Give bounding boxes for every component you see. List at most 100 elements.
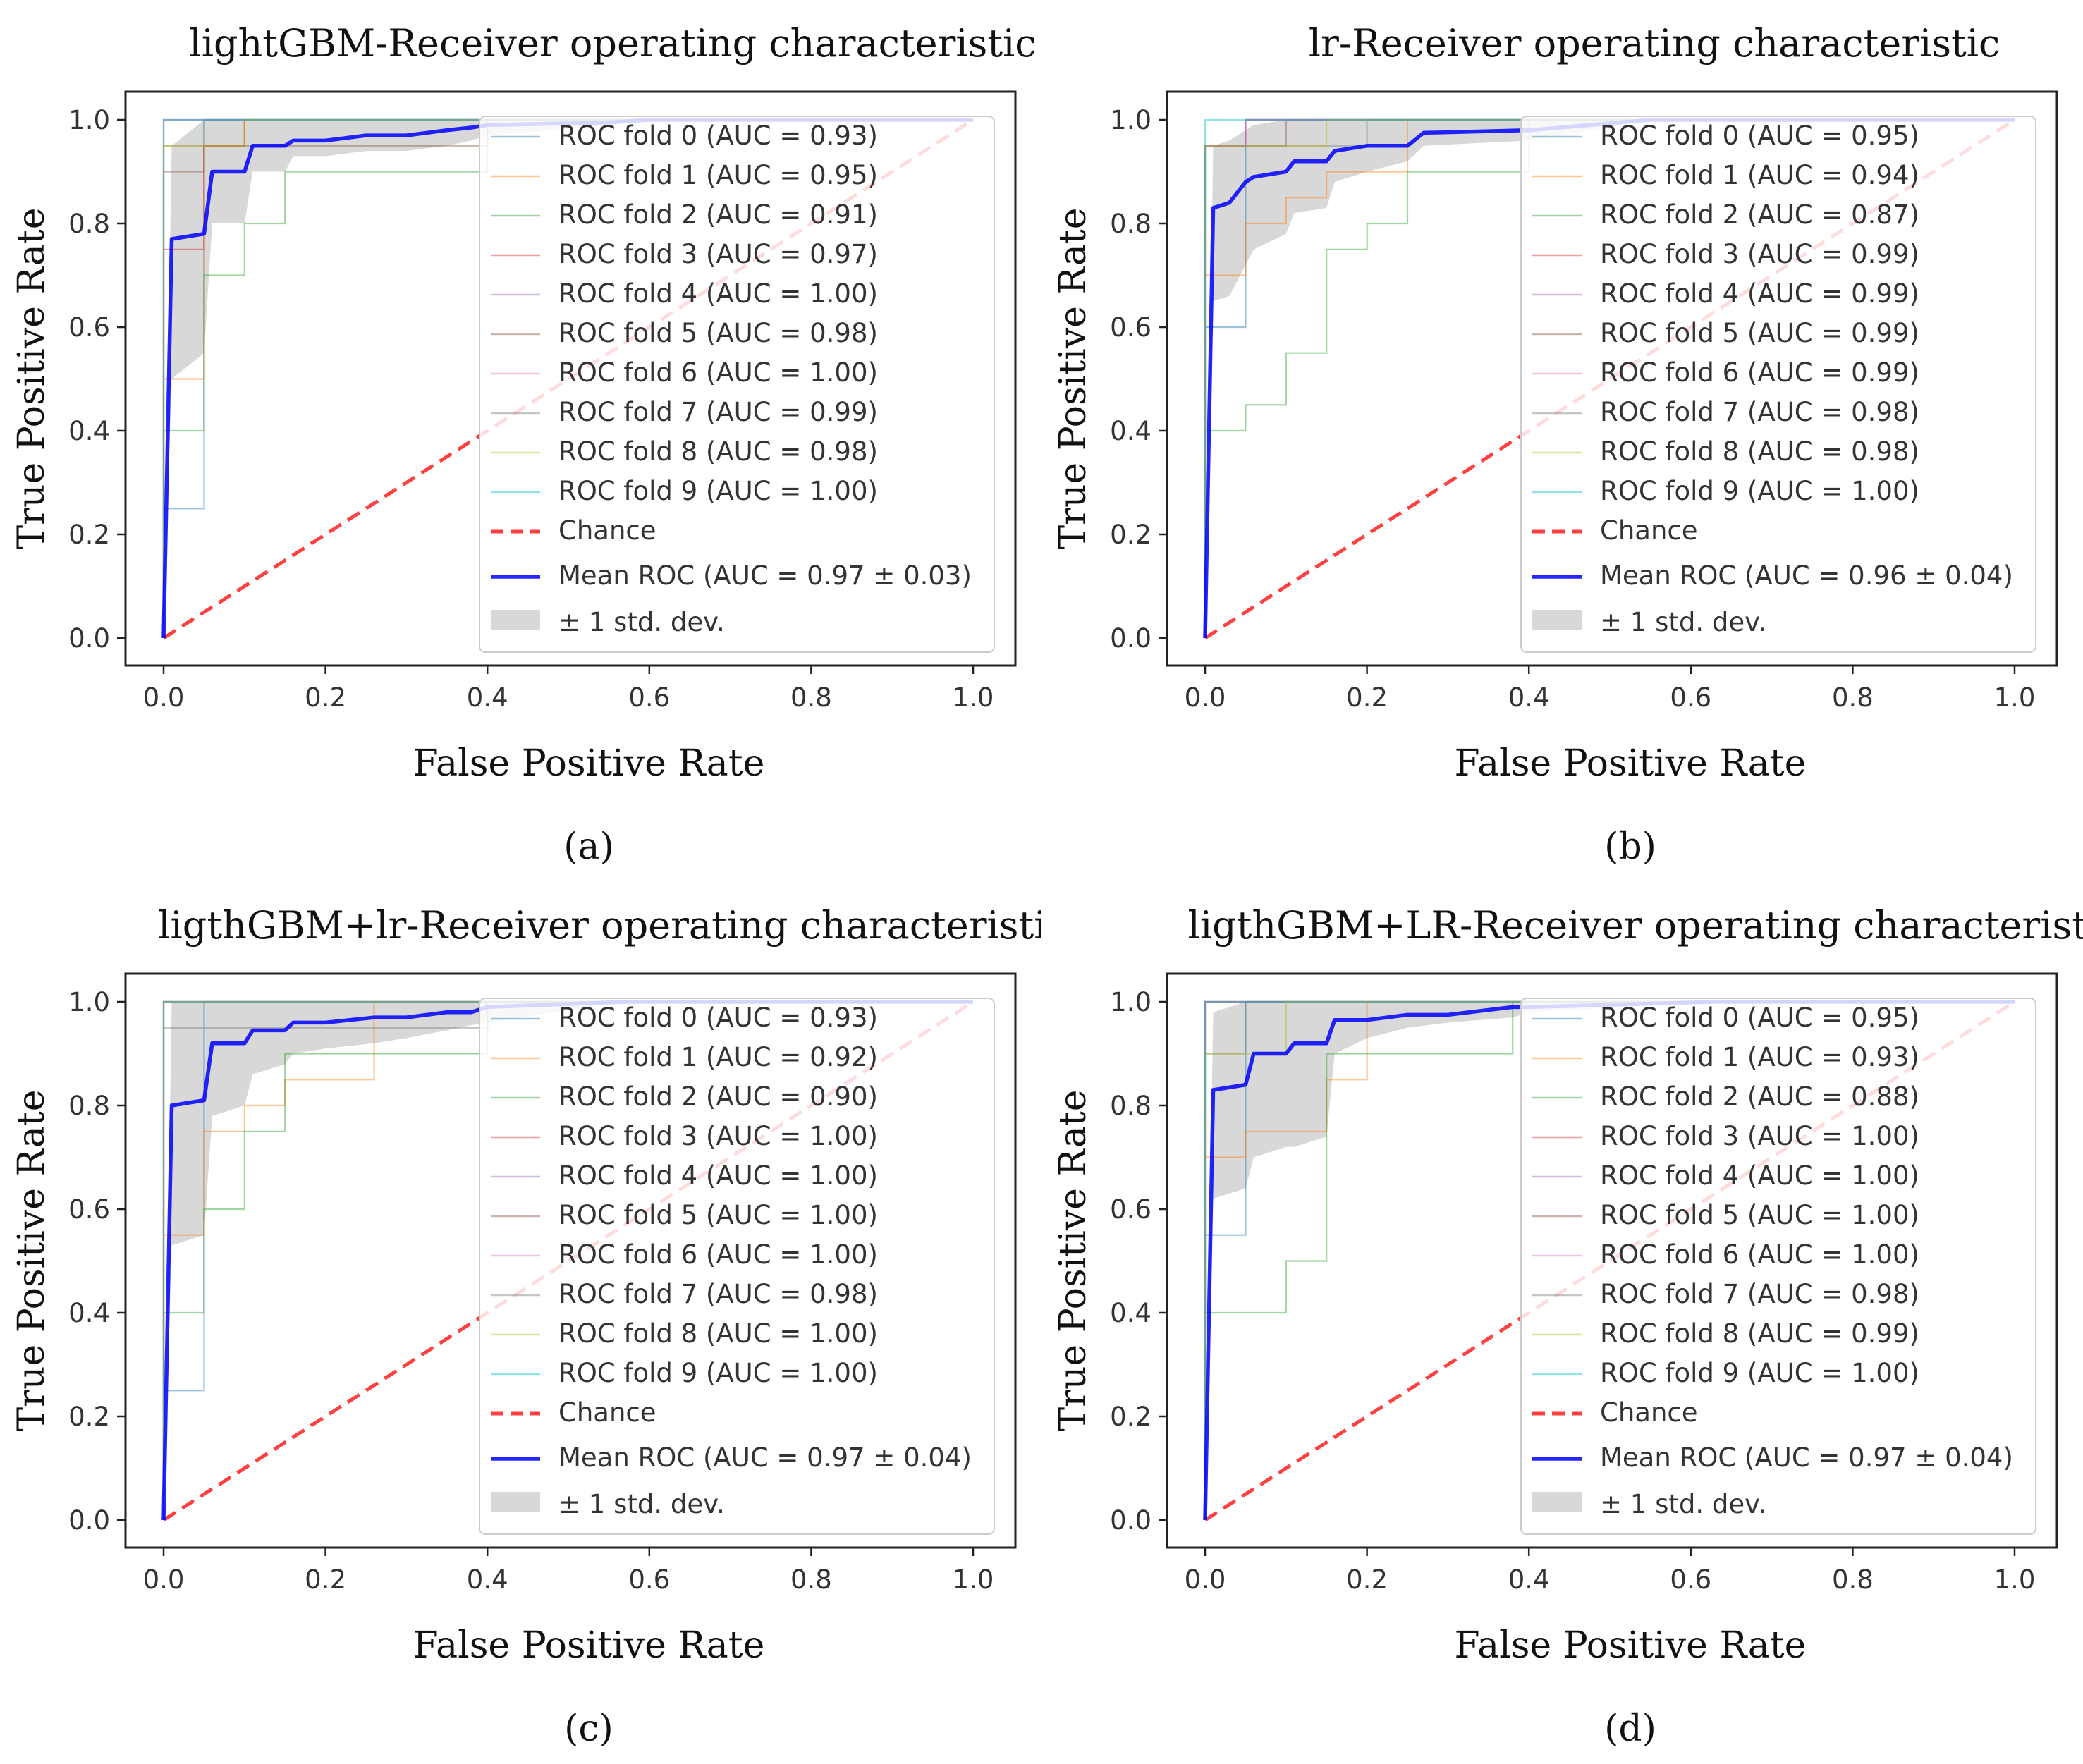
- roc-chart-b: lr-Receiver operating characteristic 0.0 0…: [1052, 21, 2058, 868]
- y-tick-label: 0.6: [68, 1194, 110, 1225]
- legend-chance-label: Chance: [558, 515, 656, 546]
- x-tick-label: 0.2: [1346, 682, 1388, 713]
- legend-box: [1520, 116, 2036, 653]
- legend-fold-label: ROC fold 9 (AUC = 1.00): [1600, 476, 1919, 506]
- y-tick-label: 0.8: [68, 1091, 110, 1121]
- roc-fold-line: [1204, 1000, 2015, 1520]
- roc-panel-b: lr-Receiver operating characteristic 0.0 0…: [1042, 0, 2083, 882]
- legend-std-label: ± 1 std. dev.: [558, 1489, 725, 1519]
- legend-std-label: ± 1 std. dev.: [558, 607, 725, 637]
- legend-box: [479, 116, 995, 653]
- legend-std-handle: [1532, 610, 1582, 630]
- y-tick-label: 0.0: [1110, 623, 1152, 654]
- legend-fold-label: ROC fold 9 (AUC = 1.00): [1600, 1358, 1919, 1388]
- roc-fold-line: [1204, 1000, 2015, 1520]
- roc-fold-line: [162, 1000, 973, 1520]
- x-axis-label: False Positive Rate: [1455, 742, 1807, 785]
- x-tick-label: 0.4: [1508, 1564, 1550, 1595]
- legend-box: [479, 998, 995, 1535]
- y-tick-label: 0.2: [1110, 520, 1152, 550]
- legend-fold-label: ROC fold 7 (AUC = 0.98): [1600, 397, 1919, 427]
- y-tick-label: 0.2: [68, 520, 110, 550]
- legend-box: [1520, 998, 2036, 1535]
- y-tick-label: 0.4: [1110, 416, 1152, 446]
- legend-mean-label: Mean ROC (AUC = 0.97 ± 0.04): [1600, 1443, 2013, 1473]
- legend-chance-label: Chance: [1600, 1397, 1698, 1428]
- legend-fold-label: ROC fold 9 (AUC = 1.00): [558, 476, 878, 506]
- x-tick-label: 0.8: [1832, 682, 1874, 713]
- y-axis-label: True Positive Rate: [1052, 207, 1094, 549]
- x-tick-label: 0.6: [628, 1564, 670, 1595]
- legend-fold-label: ROC fold 3 (AUC = 1.00): [1600, 1121, 1919, 1151]
- y-tick-label: 0.4: [68, 1298, 110, 1328]
- y-tick-label: 0.0: [68, 1505, 110, 1536]
- legend-fold-label: ROC fold 5 (AUC = 1.00): [1600, 1200, 1919, 1230]
- x-tick-label: 0.0: [143, 1564, 185, 1595]
- roc-fold-line: [1204, 118, 2015, 638]
- legend-std-label: ± 1 std. dev.: [1600, 607, 1766, 637]
- legend-chance-label: Chance: [1600, 515, 1698, 546]
- y-tick-label: 1.0: [1110, 987, 1152, 1017]
- legend-fold-label: ROC fold 0 (AUC = 0.93): [558, 121, 878, 151]
- chart-title: ligthGBM+lr-Receiver operating character…: [158, 903, 1042, 948]
- legend-fold-label: ROC fold 5 (AUC = 0.99): [1600, 318, 1919, 348]
- legend-mean-label: Mean ROC (AUC = 0.97 ± 0.03): [558, 561, 972, 591]
- x-tick-label: 0.4: [467, 1564, 508, 1595]
- y-tick-label: 0.2: [1110, 1402, 1152, 1432]
- legend-fold-label: ROC fold 6 (AUC = 1.00): [558, 357, 878, 388]
- roc-chart-c: ligthGBM+lr-Receiver operating character…: [11, 903, 1042, 1750]
- mean-roc-line: [1203, 118, 2015, 639]
- chart-title: ligthGBM+LR-Receiver operating character…: [1188, 903, 2083, 948]
- legend-fold-label: ROC fold 1 (AUC = 0.92): [558, 1042, 878, 1072]
- x-tick-label: 1.0: [1994, 682, 2036, 713]
- legend-fold-label: ROC fold 8 (AUC = 1.00): [558, 1318, 878, 1349]
- y-tick-label: 0.4: [1110, 1298, 1152, 1328]
- x-tick-label: 1.0: [1994, 1564, 2036, 1595]
- legend-fold-label: ROC fold 0 (AUC = 0.93): [558, 1003, 878, 1033]
- legend-fold-label: ROC fold 1 (AUC = 0.95): [558, 160, 878, 190]
- roc-fold-line: [162, 118, 973, 638]
- legend-std-label: ± 1 std. dev.: [1600, 1489, 1766, 1519]
- y-axis-label: True Positive Rate: [11, 207, 53, 549]
- x-tick-label: 0.0: [143, 682, 185, 713]
- legend-fold-label: ROC fold 2 (AUC = 0.87): [1600, 200, 1919, 230]
- y-tick-label: 0.4: [68, 416, 110, 446]
- roc-panel-c: ligthGBM+lr-Receiver operating character…: [0, 882, 1042, 1764]
- x-axis-label: False Positive Rate: [413, 1624, 765, 1667]
- legend-fold-label: ROC fold 7 (AUC = 0.98): [1600, 1279, 1919, 1309]
- legend-fold-label: ROC fold 4 (AUC = 1.00): [558, 1160, 878, 1191]
- x-tick-label: 0.2: [305, 1564, 346, 1595]
- x-tick-label: 0.6: [1670, 1564, 1711, 1595]
- y-tick-label: 0.6: [68, 312, 110, 343]
- legend-std-handle: [1532, 1492, 1582, 1512]
- y-tick-label: 1.0: [1110, 105, 1152, 135]
- roc-fold-line: [1204, 118, 2015, 638]
- roc-fold-line: [1204, 1000, 2015, 1520]
- x-axis-label: False Positive Rate: [1455, 1624, 1807, 1667]
- y-tick-label: 0.8: [68, 209, 110, 239]
- x-tick-label: 0.8: [790, 682, 832, 713]
- y-tick-label: 0.0: [68, 623, 110, 654]
- x-axis-label: False Positive Rate: [413, 742, 765, 785]
- legend-fold-label: ROC fold 6 (AUC = 0.99): [1600, 357, 1919, 388]
- y-tick-label: 0.8: [1110, 209, 1152, 239]
- x-tick-label: 1.0: [953, 682, 994, 713]
- panel-caption: (c): [564, 1708, 613, 1750]
- chart-title: lr-Receiver operating characteristic: [1309, 21, 2000, 66]
- x-tick-label: 0.8: [1832, 1564, 1874, 1595]
- legend-fold-label: ROC fold 6 (AUC = 1.00): [558, 1239, 878, 1270]
- y-axis-label: True Positive Rate: [1052, 1089, 1094, 1431]
- roc-panel-a: lightGBM-Receiver operating characterist…: [0, 0, 1042, 882]
- panel-caption: (d): [1604, 1708, 1656, 1750]
- legend-fold-label: ROC fold 9 (AUC = 1.00): [558, 1358, 878, 1388]
- legend-fold-label: ROC fold 6 (AUC = 1.00): [1600, 1239, 1919, 1270]
- roc-chart-d: ligthGBM+LR-Receiver operating character…: [1052, 903, 2083, 1750]
- y-tick-label: 0.8: [1110, 1091, 1152, 1121]
- legend-fold-label: ROC fold 1 (AUC = 0.93): [1600, 1042, 1919, 1072]
- legend-mean-label: Mean ROC (AUC = 0.96 ± 0.04): [1600, 561, 2013, 591]
- x-tick-label: 0.4: [467, 682, 508, 713]
- y-axis-label: True Positive Rate: [11, 1089, 53, 1431]
- y-tick-label: 1.0: [68, 987, 110, 1017]
- legend-fold-label: ROC fold 3 (AUC = 1.00): [558, 1121, 878, 1151]
- roc-fold-line: [1204, 1000, 2015, 1520]
